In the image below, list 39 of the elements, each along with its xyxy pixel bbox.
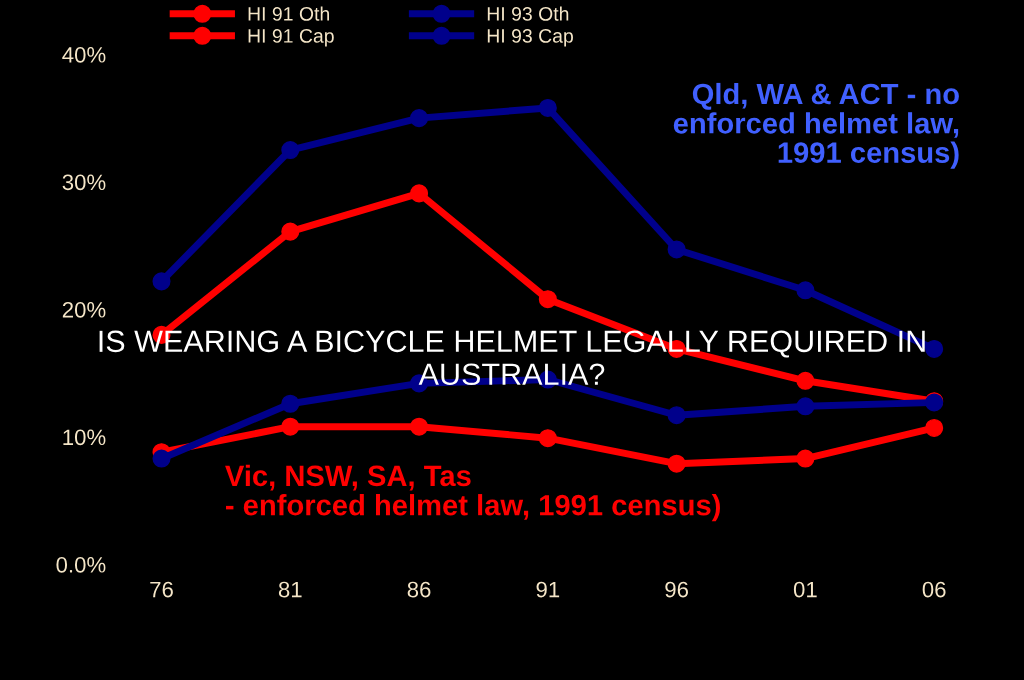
x-tick-label: 01: [793, 581, 817, 598]
x-tick-label: 06: [922, 581, 946, 598]
legend-label: HI 91 Cap: [248, 29, 334, 47]
legend-label: HI 91 Oth: [248, 6, 329, 21]
point: [925, 339, 944, 358]
point: [667, 454, 686, 473]
point: [796, 449, 815, 468]
x-tick-label: 91: [536, 581, 560, 598]
legend-label: HI 93 Oth: [487, 6, 569, 21]
y-tick-label: 10%: [63, 429, 106, 446]
point: [538, 429, 557, 448]
y-tick-label: 0.0%: [56, 556, 106, 573]
point: [152, 272, 171, 291]
point: [410, 184, 429, 203]
point: [281, 417, 300, 436]
point: [796, 371, 815, 390]
point: [410, 109, 429, 128]
point: [410, 417, 429, 436]
x-tick-label: 81: [278, 581, 302, 598]
point: [796, 281, 815, 300]
point: [281, 140, 300, 160]
point: [796, 397, 815, 416]
x-tick-label: 86: [407, 581, 431, 598]
legend-label: HI 93 Cap: [487, 29, 573, 47]
point: [538, 98, 557, 117]
point: [538, 290, 557, 309]
point: [925, 418, 944, 438]
point: [281, 222, 300, 241]
y-tick-label: 40%: [62, 46, 106, 63]
annotation: Qld, WA & ACT - no enforced helmet law, 1991 census): [673, 82, 959, 169]
x-tick-label: 76: [150, 581, 173, 598]
annotation: Vic, NSW, SA, Tas - enforced helmet law, 1991 census): [225, 464, 720, 522]
point: [281, 394, 300, 413]
y-tick-label: 20%: [62, 301, 106, 318]
point: [152, 449, 171, 468]
x-tick-label: 96: [665, 581, 688, 598]
point: [667, 406, 686, 425]
y-tick-label: 30%: [62, 174, 106, 191]
point: [667, 240, 686, 259]
